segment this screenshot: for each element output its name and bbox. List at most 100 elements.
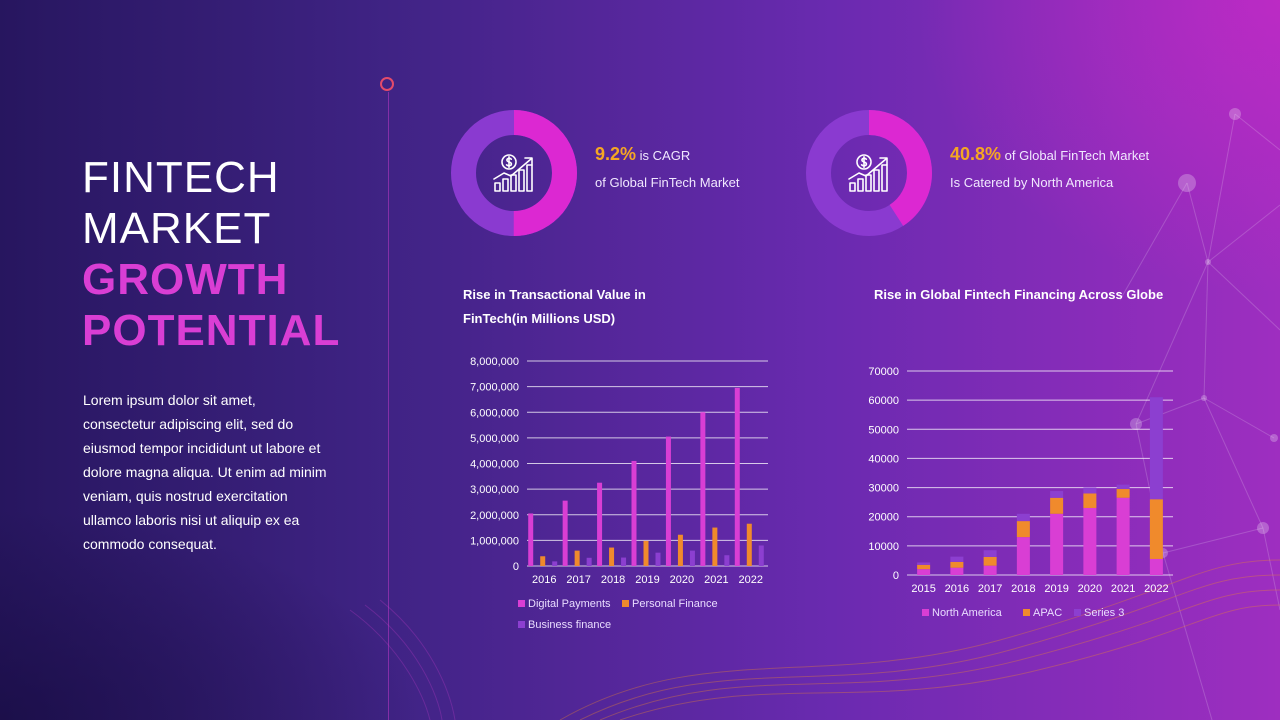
bar-segment-north-america <box>950 567 964 575</box>
bar-personal-finance <box>746 523 752 566</box>
legend-label: Digital Payments <box>528 598 611 610</box>
stat-2-value: 40.8% <box>950 144 1002 164</box>
legend-item: Business finance <box>518 619 611 631</box>
y-tick-label: 70000 <box>868 366 899 378</box>
legend-item: Digital Payments <box>518 598 611 610</box>
bar-segment-apac <box>1016 521 1030 538</box>
y-tick-label: 3,000,000 <box>470 484 519 496</box>
y-tick-label: 4,000,000 <box>470 459 519 471</box>
bar-business-finance <box>552 561 558 566</box>
growth-chart-dollar-icon <box>493 154 533 192</box>
y-tick-label: 0 <box>513 561 519 573</box>
x-tick-label: 2016 <box>532 574 556 586</box>
bar-segment-series-3 <box>917 562 931 565</box>
legend-label: Business finance <box>528 619 612 631</box>
chart-1-legend: Digital Payments Personal Finance Business… <box>518 598 778 638</box>
bar-segment-north-america <box>983 565 997 575</box>
x-tick-label: 2020 <box>670 574 694 586</box>
bar-segment-apac <box>983 556 997 566</box>
y-tick-label: 2,000,000 <box>470 510 519 522</box>
bar-digital-payments <box>631 460 637 566</box>
y-tick-label: 8,000,000 <box>470 356 519 368</box>
bar-personal-finance <box>609 547 615 566</box>
x-tick-label: 2021 <box>704 574 728 586</box>
bar-segment-apac <box>917 564 931 570</box>
bar-personal-finance <box>643 540 649 566</box>
title-line-3: GROWTH <box>82 255 289 304</box>
y-tick-label: 0 <box>893 570 899 582</box>
y-tick-label: 6,000,000 <box>470 407 519 419</box>
bar-personal-finance <box>574 550 580 566</box>
bar-segment-apac <box>1083 493 1097 508</box>
bar-segment-north-america <box>1116 497 1130 575</box>
growth-chart-dollar-icon <box>848 154 888 192</box>
divider-circle-marker <box>380 77 394 91</box>
y-tick-label: 40000 <box>868 453 899 465</box>
bar-segment-north-america <box>1050 513 1064 575</box>
bar-segment-apac <box>950 561 964 568</box>
bar-segment-series-3 <box>950 556 964 562</box>
stat-donut-ring <box>806 110 932 236</box>
bar-business-finance <box>689 550 695 566</box>
bar-segment-series-3 <box>1083 487 1097 494</box>
bar-business-finance <box>724 555 730 566</box>
bar-digital-payments <box>665 436 671 566</box>
bar-segment-apac <box>1116 489 1130 498</box>
bar-segment-series-3 <box>1050 491 1064 498</box>
stat-1-text: 9.2% is CAGR of Global FinTech Market <box>595 141 785 196</box>
legend-item: North America <box>922 607 1002 619</box>
legend-label: Series 3 <box>1084 607 1125 619</box>
vertical-divider <box>388 92 389 720</box>
bar-segment-north-america <box>1149 558 1163 575</box>
stat-1-value: 9.2% <box>595 144 637 164</box>
y-tick-label: 1,000,000 <box>470 535 519 547</box>
title-line-4: POTENTIAL <box>82 306 341 355</box>
bar-segment-series-3 <box>983 550 997 557</box>
y-tick-label: 20000 <box>868 512 899 524</box>
bar-personal-finance <box>540 556 546 566</box>
bar-digital-payments <box>700 412 706 566</box>
x-tick-label: 2021 <box>1111 583 1135 595</box>
legend-swatch <box>518 600 525 607</box>
x-tick-label: 2017 <box>566 574 590 586</box>
chart-2-legend: North America APAC Series 3 <box>922 607 1182 627</box>
donut-fill-segment <box>451 110 577 236</box>
bar-digital-payments <box>597 482 603 566</box>
legend-item: Series 3 <box>1074 607 1124 619</box>
bar-segment-apac <box>1050 497 1064 514</box>
y-tick-label: 30000 <box>868 483 899 495</box>
y-tick-label: 7,000,000 <box>470 382 519 394</box>
bar-segment-north-america <box>1016 537 1030 575</box>
stat-2-text: 40.8% of Global FinTech Market Is Catere… <box>950 141 1210 196</box>
chart-2-fintech-financing: 0 10000 20000 30000 40000 50000 60000 70000 2015… <box>868 366 1173 595</box>
x-tick-label: 2019 <box>635 574 659 586</box>
x-tick-label: 2022 <box>739 574 763 586</box>
legend-swatch <box>922 609 929 616</box>
legend-swatch <box>518 621 525 628</box>
legend-item: Personal Finance <box>622 598 718 610</box>
bar-business-finance <box>655 552 661 566</box>
donut-fill-segment <box>806 110 932 236</box>
stat-2-line-1: of Global FinTech Market <box>1001 148 1150 163</box>
x-tick-label: 2017 <box>978 583 1002 595</box>
x-tick-label: 2018 <box>601 574 625 586</box>
stat-donut-ring <box>451 110 577 236</box>
stat-1-line-2: of Global FinTech Market <box>595 175 740 190</box>
legend-swatch <box>1074 609 1081 616</box>
bar-digital-payments <box>562 500 568 566</box>
x-tick-label: 2016 <box>945 583 969 595</box>
bar-segment-north-america <box>917 569 931 575</box>
bar-segment-series-3 <box>1016 513 1030 522</box>
bar-personal-finance <box>712 527 718 566</box>
legend-label: North America <box>932 607 1002 619</box>
x-tick-label: 2022 <box>1144 583 1168 595</box>
bar-business-finance <box>758 545 764 566</box>
legend-label: APAC <box>1033 607 1063 619</box>
title-line-1: FINTECH <box>82 153 280 202</box>
x-tick-label: 2015 <box>911 583 935 595</box>
bar-segment-apac <box>1149 499 1163 559</box>
y-tick-label: 5,000,000 <box>470 433 519 445</box>
y-tick-label: 60000 <box>868 395 899 407</box>
legend-item: APAC <box>1023 607 1062 619</box>
legend-label: Personal Finance <box>632 598 718 610</box>
